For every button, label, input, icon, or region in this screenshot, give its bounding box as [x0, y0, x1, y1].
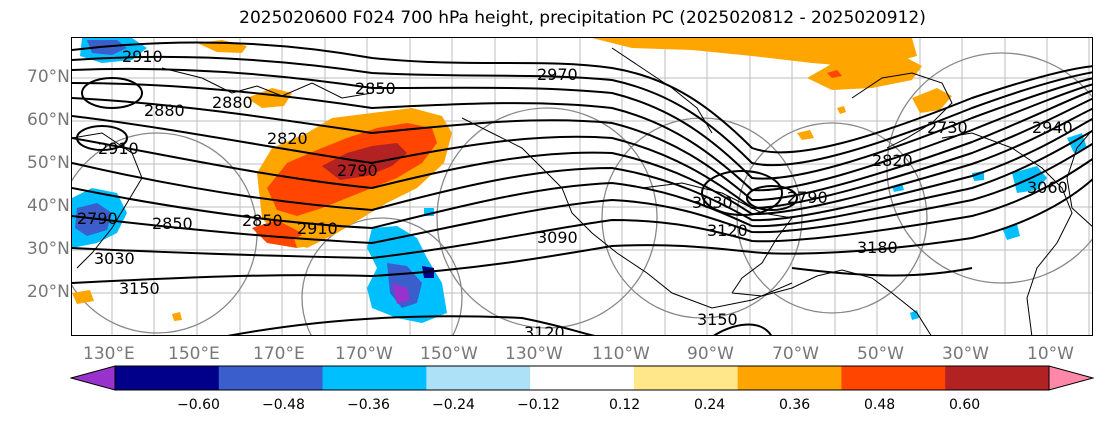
colorbar-segment: [841, 366, 946, 390]
lat-label-50n: 50°N: [27, 153, 70, 173]
lat-label-20n: 20°N: [27, 282, 70, 302]
contour-label: 3150: [119, 279, 160, 298]
lon-label-150w: 150°W: [420, 344, 478, 364]
colorbar-segment: [426, 366, 531, 390]
colorbar-segment: [115, 366, 220, 390]
lat-label-70n: 70°N: [27, 67, 70, 87]
contour-label: 3030: [94, 249, 135, 268]
contour-label: 3120: [707, 221, 748, 240]
lon-label-130e: 130°E: [83, 344, 135, 364]
lat-label-60n: 60°N: [27, 110, 70, 130]
contour-label: 3180: [857, 238, 898, 257]
colorbar-tick: 0.60: [949, 397, 981, 413]
colorbar-tick: −0.48: [262, 397, 305, 413]
colorbar-tick: −0.12: [517, 397, 560, 413]
contour-label: 3150: [697, 310, 738, 329]
colorbar-segments: [70, 365, 1094, 391]
map-title: 2025020600 F024 700 hPa height, precipit…: [239, 8, 926, 28]
contour-label: 2730: [927, 118, 968, 137]
contour-label-group: 2910 2880 2880 2850 2820 2910 2790 2850 …: [77, 47, 1073, 336]
colorbar: [70, 365, 1094, 391]
colorbar-tick: −0.24: [432, 397, 475, 413]
contour-label: 2910: [122, 47, 163, 66]
precip-positive-anomalies: [72, 38, 952, 321]
contour-label: 2850: [355, 79, 396, 98]
contour-label: 2910: [297, 219, 338, 238]
contour-label: 2970: [537, 65, 578, 84]
contour-label: 3030: [692, 193, 733, 212]
lon-label-90w: 90°W: [687, 344, 734, 364]
contour-label: 2880: [212, 93, 253, 112]
colorbar-extension-high: [1048, 365, 1094, 391]
lon-label-10w: 10°W: [1027, 344, 1074, 364]
colorbar-segment: [530, 366, 635, 390]
colorbar-segment: [218, 366, 324, 390]
contour-label: 3120: [524, 323, 565, 336]
colorbar-tick: 0.24: [694, 397, 726, 413]
contour-label: 2790: [337, 161, 378, 180]
colorbar-tick: −0.36: [347, 397, 390, 413]
contour-label: 3060: [1027, 178, 1068, 197]
colorbar-tick: 0.12: [609, 397, 641, 413]
contour-label: 2790: [77, 209, 118, 228]
colorbar-segment: [737, 366, 842, 390]
colorbar-tick: −0.60: [177, 397, 220, 413]
colorbar-segment: [322, 366, 427, 390]
contour-label: 2880: [144, 101, 185, 120]
lon-label-70w: 70°W: [772, 344, 819, 364]
low-centers: [76, 77, 798, 216]
colorbar-segment: [945, 366, 1050, 390]
colorbar-tick: 0.48: [864, 397, 896, 413]
colorbar-segment: [633, 366, 739, 390]
lon-label-50w: 50°W: [857, 344, 904, 364]
contour-label: 2820: [872, 151, 913, 170]
height-precip-map: 2910 2880 2880 2850 2820 2910 2790 2850 …: [72, 38, 1092, 336]
lat-label-40n: 40°N: [27, 196, 70, 216]
colorbar-outline: [114, 365, 1050, 391]
height-contours: [72, 41, 1092, 335]
contour-label: 2790: [787, 188, 828, 207]
contour-label: 2850: [152, 214, 193, 233]
contour-label: 2850: [242, 211, 283, 230]
contour-label: 3090: [537, 228, 578, 247]
lat-label-30n: 30°N: [27, 239, 70, 259]
map-panel: 2910 2880 2880 2850 2820 2910 2790 2850 …: [71, 37, 1093, 336]
colorbar-extension-low: [70, 365, 116, 391]
lon-label-130w: 130°W: [505, 344, 563, 364]
lon-label-170w: 170°W: [335, 344, 393, 364]
lon-label-150e: 150°E: [168, 344, 220, 364]
lon-label-30w: 30°W: [942, 344, 989, 364]
lon-label-110w: 110°W: [592, 344, 650, 364]
contour-label: 2820: [267, 129, 308, 148]
lon-label-170e: 170°E: [253, 344, 305, 364]
colorbar-tick: 0.36: [779, 397, 811, 413]
contour-label: 2910: [98, 139, 139, 158]
contour-label: 2940: [1032, 118, 1073, 137]
